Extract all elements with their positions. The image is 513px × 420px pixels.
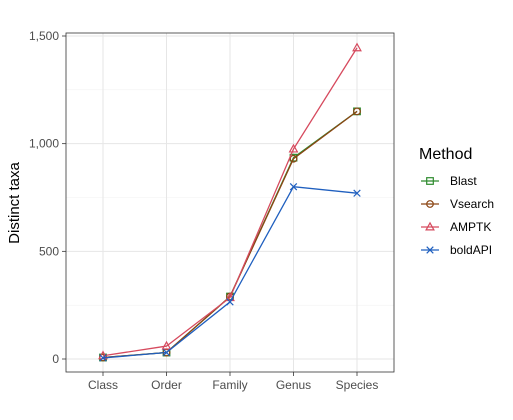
series-boldapi — [99, 183, 361, 362]
grid — [66, 33, 394, 372]
legend-item-blast: Blast — [421, 174, 477, 188]
x-marker-stroke — [226, 298, 234, 306]
legend-item-amptk: AMPTK — [421, 220, 491, 234]
data-point-vsearch — [353, 107, 361, 116]
data-point-boldapi — [226, 298, 234, 306]
x-tick-label: Species — [336, 378, 379, 392]
data-point-amptk — [225, 292, 235, 302]
x-marker-stroke — [162, 348, 171, 357]
legend-item-boldapi: boldAPI — [421, 243, 492, 257]
y-tick-label: 1,000 — [29, 137, 59, 151]
legend-label: Blast — [450, 174, 477, 188]
series-layer — [98, 42, 362, 362]
x-marker-stroke — [353, 189, 361, 197]
y-axis-title: Distinct taxa — [6, 161, 23, 243]
data-point-amptk — [288, 143, 299, 153]
axes: 0 500 1,000 1,500 Class Order Family Genus Speci… — [29, 29, 378, 392]
legend-key-marker — [426, 246, 434, 254]
x-marker-stroke — [289, 183, 298, 191]
legend-key-marker — [425, 221, 435, 231]
x-tick-label: Order — [151, 378, 182, 392]
legend-label: AMPTK — [450, 220, 491, 234]
y-tick-label: 500 — [39, 244, 59, 258]
x-tick-label: Class — [88, 378, 118, 392]
x-marker-stroke — [99, 354, 107, 362]
y-tick-label: 0 — [52, 352, 59, 366]
x-marker-stroke — [426, 246, 434, 254]
y-tick-label: 1,500 — [29, 29, 59, 43]
data-point-boldapi — [289, 183, 298, 191]
legend: Method Blast Vsearch AMPTK boldAPI — [419, 146, 494, 257]
data-point-vsearch — [289, 154, 298, 163]
data-point-amptk — [161, 340, 172, 350]
data-point-amptk — [352, 42, 362, 52]
legend-key-marker — [426, 200, 434, 208]
legend-key-marker — [426, 177, 434, 185]
data-point-boldapi — [353, 189, 361, 197]
series-line-amptk — [102, 47, 358, 357]
x-tick-label: Family — [212, 378, 247, 392]
data-point-boldapi — [99, 354, 107, 362]
legend-item-vsearch: Vsearch — [421, 197, 494, 211]
data-point-boldapi — [162, 348, 171, 357]
legend-label: Vsearch — [450, 197, 494, 211]
legend-label: boldAPI — [450, 243, 492, 257]
legend-title: Method — [419, 146, 472, 163]
x-tick-label: Genus — [276, 378, 311, 392]
